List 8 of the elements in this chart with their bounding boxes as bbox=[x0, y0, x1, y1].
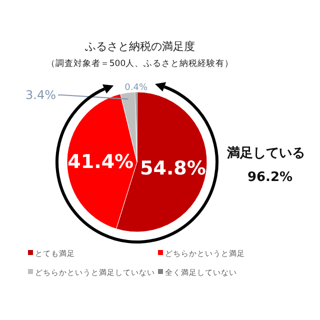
data-label: 3.4% bbox=[26, 88, 56, 102]
data-label: 41.4% bbox=[68, 150, 134, 173]
text: 96.2% bbox=[247, 170, 293, 185]
data-label: 54.8% bbox=[140, 157, 206, 180]
chart-title: ふるさと納税の満足度 bbox=[84, 40, 195, 53]
text: 満足している bbox=[226, 146, 305, 161]
data-label: 0.4% bbox=[124, 83, 148, 93]
chart-subtitle: （調査対象者＝500人、ふるさと納税経験有） bbox=[46, 58, 234, 69]
